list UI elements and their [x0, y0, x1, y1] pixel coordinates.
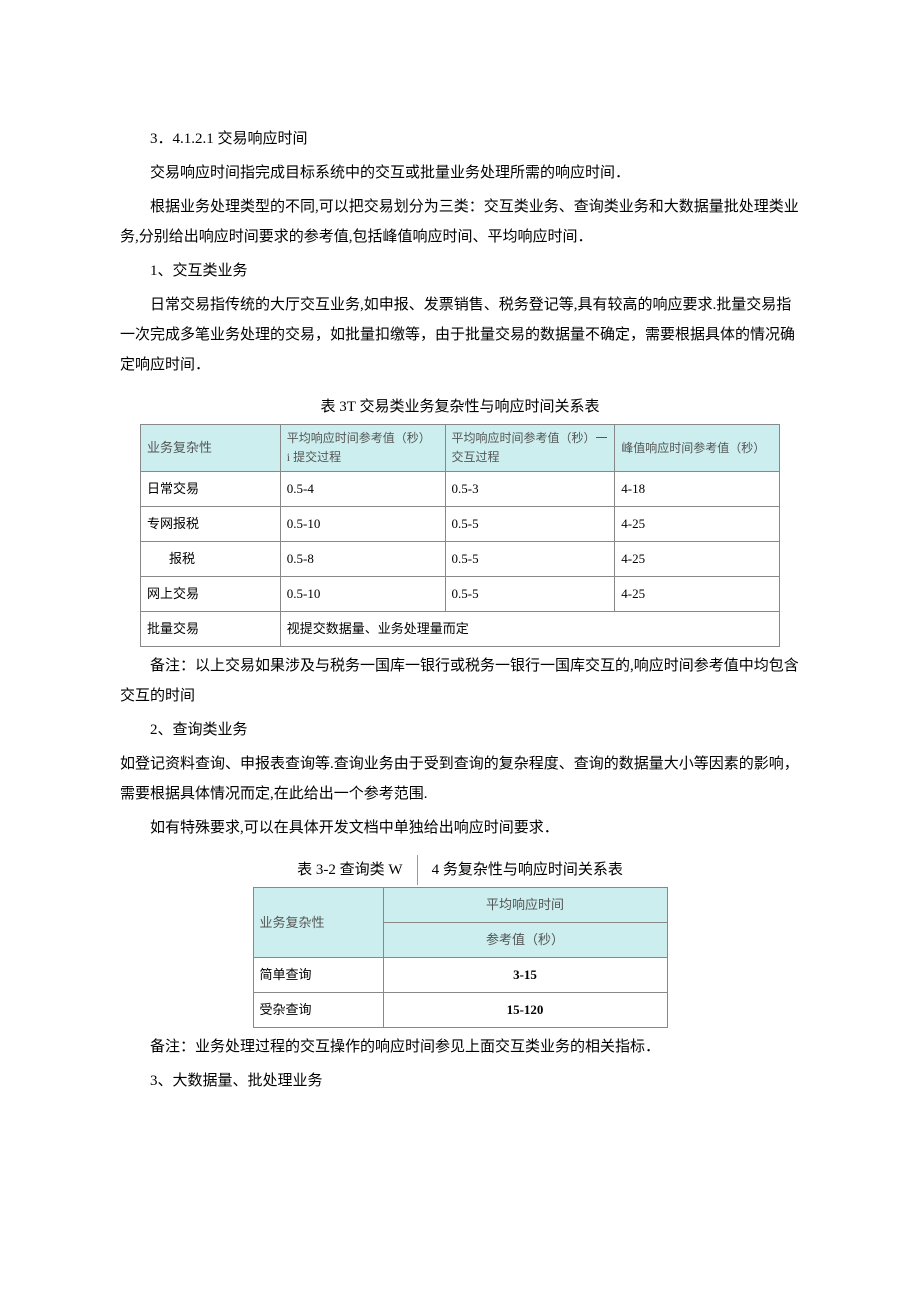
paragraph: 日常交易指传统的大厅交互业务,如申报、发票销售、税务登记等,具有较高的响应要求.… — [120, 290, 800, 380]
table-row: 报税 0.5-8 0.5-5 4-25 — [141, 542, 780, 577]
table-row: 日常交易 0.5-4 0.5-3 4-18 — [141, 472, 780, 507]
table-row: 简单查询 3-15 — [253, 958, 667, 993]
t1-col-peak: 峰值响应时间参考值（秒） — [615, 425, 780, 472]
subheading-2: 2、查询类业务 — [120, 715, 800, 745]
table-row: 受杂查询 15-120 — [253, 993, 667, 1028]
table-2: 业务复杂性 平均响应时间 参考值（秒） 简单查询 3-15 受杂查询 15-12… — [253, 887, 668, 1028]
table-2-caption: 表 3-2 查询类 W 4 务复杂性与响应时间关系表 — [120, 855, 800, 885]
t1-col-avg-submit: 平均响应时间参考值（秒） i 提交过程 — [280, 425, 445, 472]
t2-col-complexity: 业务复杂性 — [253, 888, 383, 958]
paragraph: 如有特殊要求,可以在具体开发文档中单独给出响应时间要求． — [120, 813, 800, 843]
t2-col-avg-unit: 参考值（秒） — [383, 923, 667, 958]
table-1-caption: 表 3T 交易类业务复杂性与响应时间关系表 — [120, 392, 800, 422]
table-1-note: 备注：以上交易如果涉及与税务一国库一银行或税务一银行一国库交互的,响应时间参考值… — [120, 651, 800, 711]
t1-col-complexity: 业务复杂性 — [141, 425, 281, 472]
paragraph: 交易响应时间指完成目标系统中的交互或批量业务处理所需的响应时间． — [120, 158, 800, 188]
subheading-1: 1、交互类业务 — [120, 256, 800, 286]
t2-col-avg: 平均响应时间 — [383, 888, 667, 923]
paragraph: 如登记资料查询、申报表查询等.查询业务由于受到查询的复杂程度、查询的数据量大小等… — [120, 749, 800, 809]
paragraph: 根据业务处理类型的不同,可以把交易划分为三类：交互类业务、查询类业务和大数据量批… — [120, 192, 800, 252]
table-row: 专网报税 0.5-10 0.5-5 4-25 — [141, 507, 780, 542]
table-row: 批量交易 视提交数据量、业务处理量而定 — [141, 612, 780, 647]
table-row: 网上交易 0.5-10 0.5-5 4-25 — [141, 577, 780, 612]
t1-col-avg-interact: 平均响应时间参考值（秒）一交互过程 — [445, 425, 615, 472]
table-1: 业务复杂性 平均响应时间参考值（秒） i 提交过程 平均响应时间参考值（秒）一交… — [140, 424, 780, 647]
section-heading: 3．4.1.2.1 交易响应时间 — [120, 124, 800, 154]
subheading-3: 3、大数据量、批处理业务 — [120, 1066, 800, 1096]
table-2-note: 备注：业务处理过程的交互操作的响应时间参见上面交互类业务的相关指标． — [120, 1032, 800, 1062]
